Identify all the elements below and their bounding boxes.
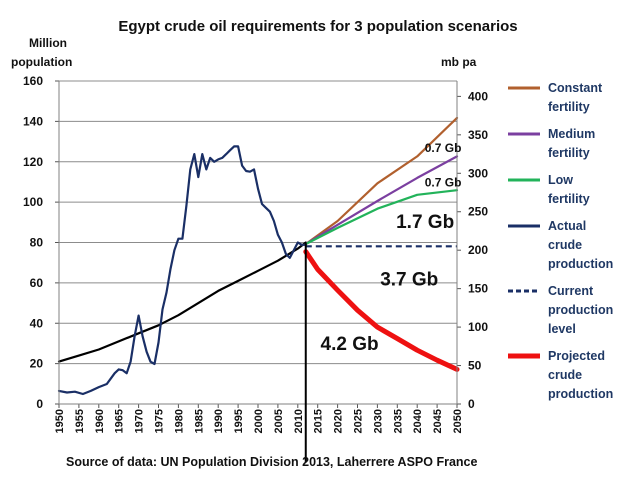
right-tick-label: 300 [468, 166, 488, 180]
legend-label-projected-crude-production: production [548, 387, 613, 401]
legend-label-actual-crude-production: crude [548, 238, 582, 252]
series-line-medium-fertility [304, 155, 459, 246]
x-tick-label: 2025 [353, 409, 365, 433]
annotation-label: 1.7 Gb [396, 212, 454, 233]
left-tick-label: 40 [30, 316, 44, 330]
right-tick-label: 350 [468, 128, 488, 142]
left-tick-label: 0 [36, 397, 43, 411]
legend-label-current-production-level: Current [548, 284, 594, 298]
right-tick-label: 400 [468, 89, 488, 103]
legend-label-actual-crude-production: Actual [548, 219, 586, 233]
x-tick-label: 1990 [213, 409, 225, 433]
gridlines [59, 80, 457, 365]
legend-label-projected-crude-production: Projected [548, 349, 605, 363]
right-tick-label: 100 [468, 320, 488, 334]
annotation-label: 4.2 Gb [321, 334, 379, 355]
legend-label-current-production-level: level [548, 322, 576, 336]
left-axis-label-line-1: Million [29, 36, 67, 50]
legend-label-actual-crude-production: production [548, 257, 613, 271]
left-tick-label: 80 [30, 236, 44, 250]
series-line-constant-fertility [304, 116, 459, 246]
right-tick-label: 150 [468, 282, 488, 296]
x-tick-label: 1950 [54, 409, 66, 433]
left-axis-label-line-2: population [11, 55, 72, 69]
x-tick-label: 1965 [114, 409, 126, 433]
right-axis-label: mb pa [441, 55, 477, 69]
series-line-actual-crude-production [57, 145, 307, 396]
x-tick-label: 1960 [94, 409, 106, 433]
x-tick-label: 2045 [432, 409, 444, 433]
x-tick-label: 1995 [233, 409, 245, 433]
right-tick-label: 250 [468, 205, 488, 219]
legend-label-low-fertility: Low [548, 173, 573, 187]
annotation-label: 0.7 Gb [425, 175, 462, 189]
x-tick-label: 1955 [74, 409, 86, 433]
series-line-population [57, 241, 307, 363]
series-line-projected-crude-production [303, 249, 460, 372]
legend-label-current-production-level: production [548, 303, 613, 317]
x-tick-label: 1980 [173, 409, 185, 433]
legend-label-constant-fertility: Constant [548, 81, 603, 95]
x-tick-label: 2010 [293, 409, 305, 433]
annotations: 0.7 Gb 0.7 Gb 1.7 Gb 3.7 Gb 4.2 Gb [321, 141, 462, 355]
x-tick-label: 2035 [392, 409, 404, 433]
legend-label-projected-crude-production: crude [548, 368, 582, 382]
legend-label-constant-fertility: fertility [548, 100, 590, 114]
series-line-low-fertility [304, 189, 459, 246]
left-tick-label: 60 [30, 276, 44, 290]
x-tick-label: 2005 [273, 409, 285, 433]
x-tick-label: 1975 [154, 409, 166, 433]
tick-labels: 0204060801001201401600501001502002503003… [23, 74, 488, 433]
axes [55, 80, 461, 462]
left-tick-label: 120 [23, 155, 43, 169]
left-tick-label: 140 [23, 114, 43, 128]
x-tick-label: 2020 [333, 409, 345, 433]
left-tick-label: 160 [23, 74, 43, 88]
right-tick-label: 50 [468, 359, 482, 373]
right-tick-label: 0 [468, 397, 475, 411]
x-tick-label: 1970 [134, 409, 146, 433]
legend-label-low-fertility: fertility [548, 192, 590, 206]
left-tick-label: 20 [30, 357, 44, 371]
annotation-label: 3.7 Gb [380, 270, 438, 291]
left-tick-label: 100 [23, 195, 43, 209]
annotation-label: 0.7 Gb [425, 141, 462, 155]
chart-title: Egypt crude oil requirements for 3 popul… [118, 18, 517, 35]
x-tick-label: 2030 [372, 409, 384, 433]
series-lines [57, 116, 460, 396]
legend-label-medium-fertility: fertility [548, 146, 590, 160]
x-tick-label: 2000 [253, 409, 265, 433]
x-tick-label: 2050 [452, 409, 464, 433]
legend-label-medium-fertility: Medium [548, 127, 595, 141]
x-tick-label: 1985 [193, 409, 205, 433]
right-tick-label: 200 [468, 243, 488, 257]
x-tick-label: 2015 [313, 409, 325, 433]
x-tick-label: 2040 [412, 409, 424, 433]
legend: Constant fertility Medium fertility Low ferti… [508, 81, 613, 401]
source-note: Source of data: UN Population Division 2… [66, 455, 477, 469]
